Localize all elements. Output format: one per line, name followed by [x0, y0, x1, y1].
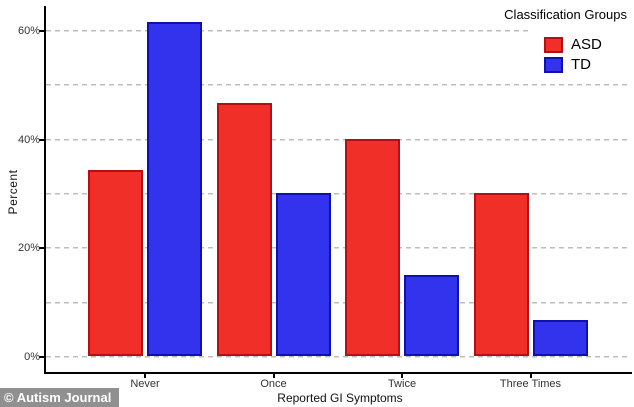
x-tick-label-once: Once [260, 378, 287, 390]
gridline-30 [46, 193, 630, 195]
watermark: © Autism Journal [0, 388, 120, 407]
x-tick-never [144, 374, 146, 378]
legend-title: Classification Groups [504, 7, 627, 22]
y-tick-0 [39, 356, 44, 358]
y-tick-label-0: 0% [24, 351, 40, 363]
x-tick-label-never: Never [130, 378, 160, 390]
y-tick-label-40: 40% [17, 133, 40, 146]
legend-item-td: TD [544, 57, 591, 73]
x-axis-title: Reported GI Symptoms [277, 391, 403, 405]
y-tick-label-20: 20% [17, 242, 40, 255]
gridline-50 [46, 84, 630, 87]
y-axis-title: Percent [6, 169, 20, 215]
y-tick-40 [39, 138, 44, 141]
x-tick-label-twice: Twice [387, 378, 417, 390]
legend-item-asd: ASD [544, 37, 602, 53]
gridline-60 [46, 30, 630, 33]
bar-td-three-times [532, 319, 588, 356]
bar-asd-three-times [473, 193, 529, 356]
x-tick-twice [401, 374, 403, 378]
gridline-20 [46, 247, 630, 250]
gridline-0 [46, 356, 630, 358]
gridline-40 [46, 138, 630, 141]
bar-asd-once [216, 103, 272, 356]
y-tick-60 [39, 30, 44, 33]
legend-label-td: TD [571, 56, 591, 73]
legend-label-asd: ASD [571, 36, 602, 53]
legend-swatch-asd [544, 37, 563, 53]
x-axis-line [44, 372, 632, 374]
bar-td-once [275, 193, 331, 356]
gridline-10 [46, 301, 630, 304]
x-tick-once [272, 374, 275, 378]
x-tick-three-times [529, 374, 532, 378]
bar-asd-twice [345, 138, 400, 356]
legend-swatch-td [544, 57, 563, 73]
y-tick-label-60: 60% [17, 25, 40, 38]
y-tick-20 [39, 247, 44, 250]
bar-td-twice [404, 274, 459, 356]
x-tick-label-three-times: Three Times [499, 378, 562, 390]
bar-asd-never [88, 169, 143, 356]
y-axis-line [44, 6, 46, 374]
bar-td-never [147, 22, 202, 356]
